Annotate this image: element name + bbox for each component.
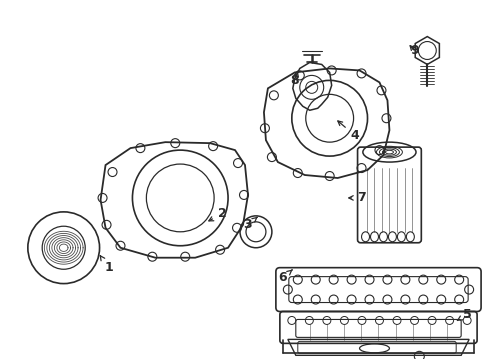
Text: 6: 6 — [278, 270, 292, 284]
Text: 2: 2 — [209, 207, 226, 221]
Text: 8: 8 — [291, 71, 299, 87]
Text: 1: 1 — [100, 256, 113, 274]
Text: 3: 3 — [244, 217, 257, 231]
Text: 5: 5 — [457, 308, 471, 321]
Text: 4: 4 — [338, 121, 359, 142]
Text: 7: 7 — [349, 192, 366, 204]
Text: 9: 9 — [410, 44, 418, 57]
